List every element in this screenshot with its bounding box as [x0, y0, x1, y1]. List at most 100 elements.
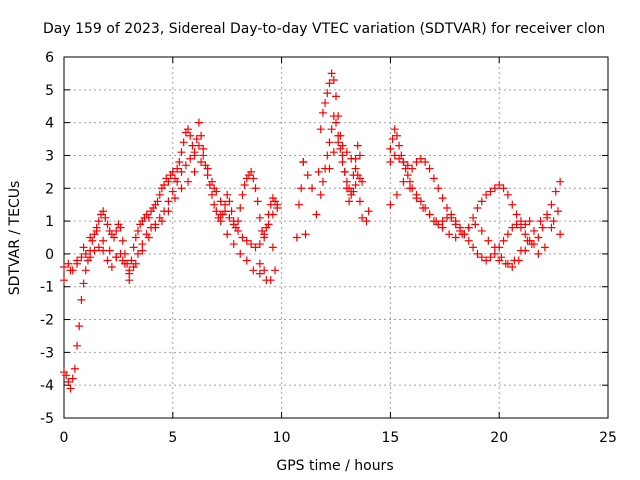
- data-point-track-b: [125, 276, 134, 285]
- data-point-track-a: [131, 233, 140, 242]
- data-point-track-i: [523, 236, 532, 245]
- data-point-track-h: [525, 217, 534, 226]
- data-point-track-c: [86, 233, 95, 242]
- data-point-scattered: [297, 184, 306, 193]
- x-tick-label: 0: [60, 430, 69, 446]
- data-point-track-i: [425, 210, 434, 219]
- data-point-track-h: [390, 151, 399, 160]
- data-point-track-a: [110, 233, 119, 242]
- data-point-track-c: [190, 167, 199, 176]
- data-point-track-a: [127, 256, 136, 265]
- data-point-track-a: [81, 266, 90, 275]
- data-point-track-a: [240, 180, 249, 189]
- data-point-track-a: [225, 197, 234, 206]
- data-point-track-c: [268, 243, 277, 252]
- data-point-track-e: [358, 213, 367, 222]
- data-point-track-j: [547, 223, 556, 232]
- data-point-track-h: [477, 197, 486, 206]
- data-point-track-d: [312, 210, 321, 219]
- data-point-track-g: [403, 171, 412, 180]
- data-point-track-b: [181, 161, 190, 170]
- data-point-track-h: [495, 180, 504, 189]
- data-point-track-b: [221, 207, 230, 216]
- y-tick-label: -3: [40, 345, 54, 361]
- data-point-track-c: [151, 223, 160, 232]
- data-point-track-g: [547, 200, 556, 209]
- data-point-track-c: [125, 266, 134, 275]
- data-point-scattered: [266, 276, 275, 285]
- data-points: [60, 69, 565, 393]
- data-point-scattered: [301, 230, 310, 239]
- data-point-track-j: [495, 256, 504, 265]
- data-point-track-c: [203, 164, 212, 173]
- data-point-track-a: [129, 243, 138, 252]
- data-point-track-f: [338, 141, 347, 150]
- data-point-track-h: [486, 187, 495, 196]
- data-point-track-c: [216, 210, 225, 219]
- data-point-track-h: [412, 158, 421, 167]
- data-point-track-b: [164, 197, 173, 206]
- data-point-track-h: [416, 154, 425, 163]
- data-point-scattered: [255, 269, 264, 278]
- data-point-track-a: [186, 131, 195, 140]
- data-point-track-i: [484, 236, 493, 245]
- data-point-track-b: [273, 200, 282, 209]
- data-point-scattered: [260, 266, 269, 275]
- data-point-track-f: [351, 164, 360, 173]
- y-tick-label: 4: [45, 116, 54, 132]
- data-point-track-a: [160, 180, 169, 189]
- data-point-scattered: [271, 266, 280, 275]
- data-point-track-a: [197, 131, 206, 140]
- data-point-track-i: [399, 177, 408, 186]
- data-point-track-b: [268, 210, 277, 219]
- data-point-track-g: [416, 197, 425, 206]
- data-point-track-f: [355, 174, 364, 183]
- data-point-track-d: [308, 184, 317, 193]
- y-tick-label: 2: [45, 181, 54, 197]
- data-point-track-g: [392, 131, 401, 140]
- data-point-track-b: [90, 246, 99, 255]
- data-point-track-a: [79, 279, 88, 288]
- data-point-track-c: [197, 158, 206, 167]
- data-point-track-g: [512, 220, 521, 229]
- data-point-track-b: [107, 263, 116, 272]
- data-point-track-a: [144, 213, 153, 222]
- data-point-track-a: [75, 322, 84, 331]
- data-point-track-h: [403, 161, 412, 170]
- data-point-track-h: [482, 190, 491, 199]
- data-point-track-h: [516, 217, 525, 226]
- data-point-track-a: [168, 167, 177, 176]
- data-point-track-a: [66, 384, 75, 393]
- data-point-track-b: [190, 148, 199, 157]
- data-point-track-a: [223, 190, 232, 199]
- data-point-track-d: [295, 200, 304, 209]
- data-point-track-a: [212, 207, 221, 216]
- data-point-track-c: [131, 259, 140, 268]
- data-point-track-j: [553, 207, 562, 216]
- data-point-track-c: [223, 230, 232, 239]
- data-point-track-a: [177, 148, 186, 157]
- data-point-track-a: [173, 164, 182, 173]
- data-point-track-i: [477, 226, 486, 235]
- data-point-track-a: [62, 371, 71, 380]
- data-point-track-e: [329, 112, 338, 121]
- data-point-track-h: [451, 220, 460, 229]
- data-point-track-c: [92, 226, 101, 235]
- data-point-track-b: [173, 177, 182, 186]
- data-point-track-i: [536, 217, 545, 226]
- data-point-scattered: [362, 217, 371, 226]
- data-point-track-i: [556, 230, 565, 239]
- data-point-track-a: [192, 135, 201, 144]
- y-axis-label: SDTVAR / TECUs: [7, 181, 23, 296]
- data-point-track-b: [60, 263, 68, 272]
- data-point-track-e: [316, 190, 325, 199]
- data-point-track-b: [77, 253, 86, 262]
- data-point-track-h: [408, 164, 417, 173]
- data-point-track-g: [521, 230, 530, 239]
- data-point-scattered: [299, 158, 308, 167]
- data-point-track-i: [471, 220, 480, 229]
- data-point-track-i: [490, 243, 499, 252]
- data-point-track-e: [327, 125, 336, 134]
- data-point-track-e: [318, 177, 327, 186]
- data-point-track-b: [260, 230, 269, 239]
